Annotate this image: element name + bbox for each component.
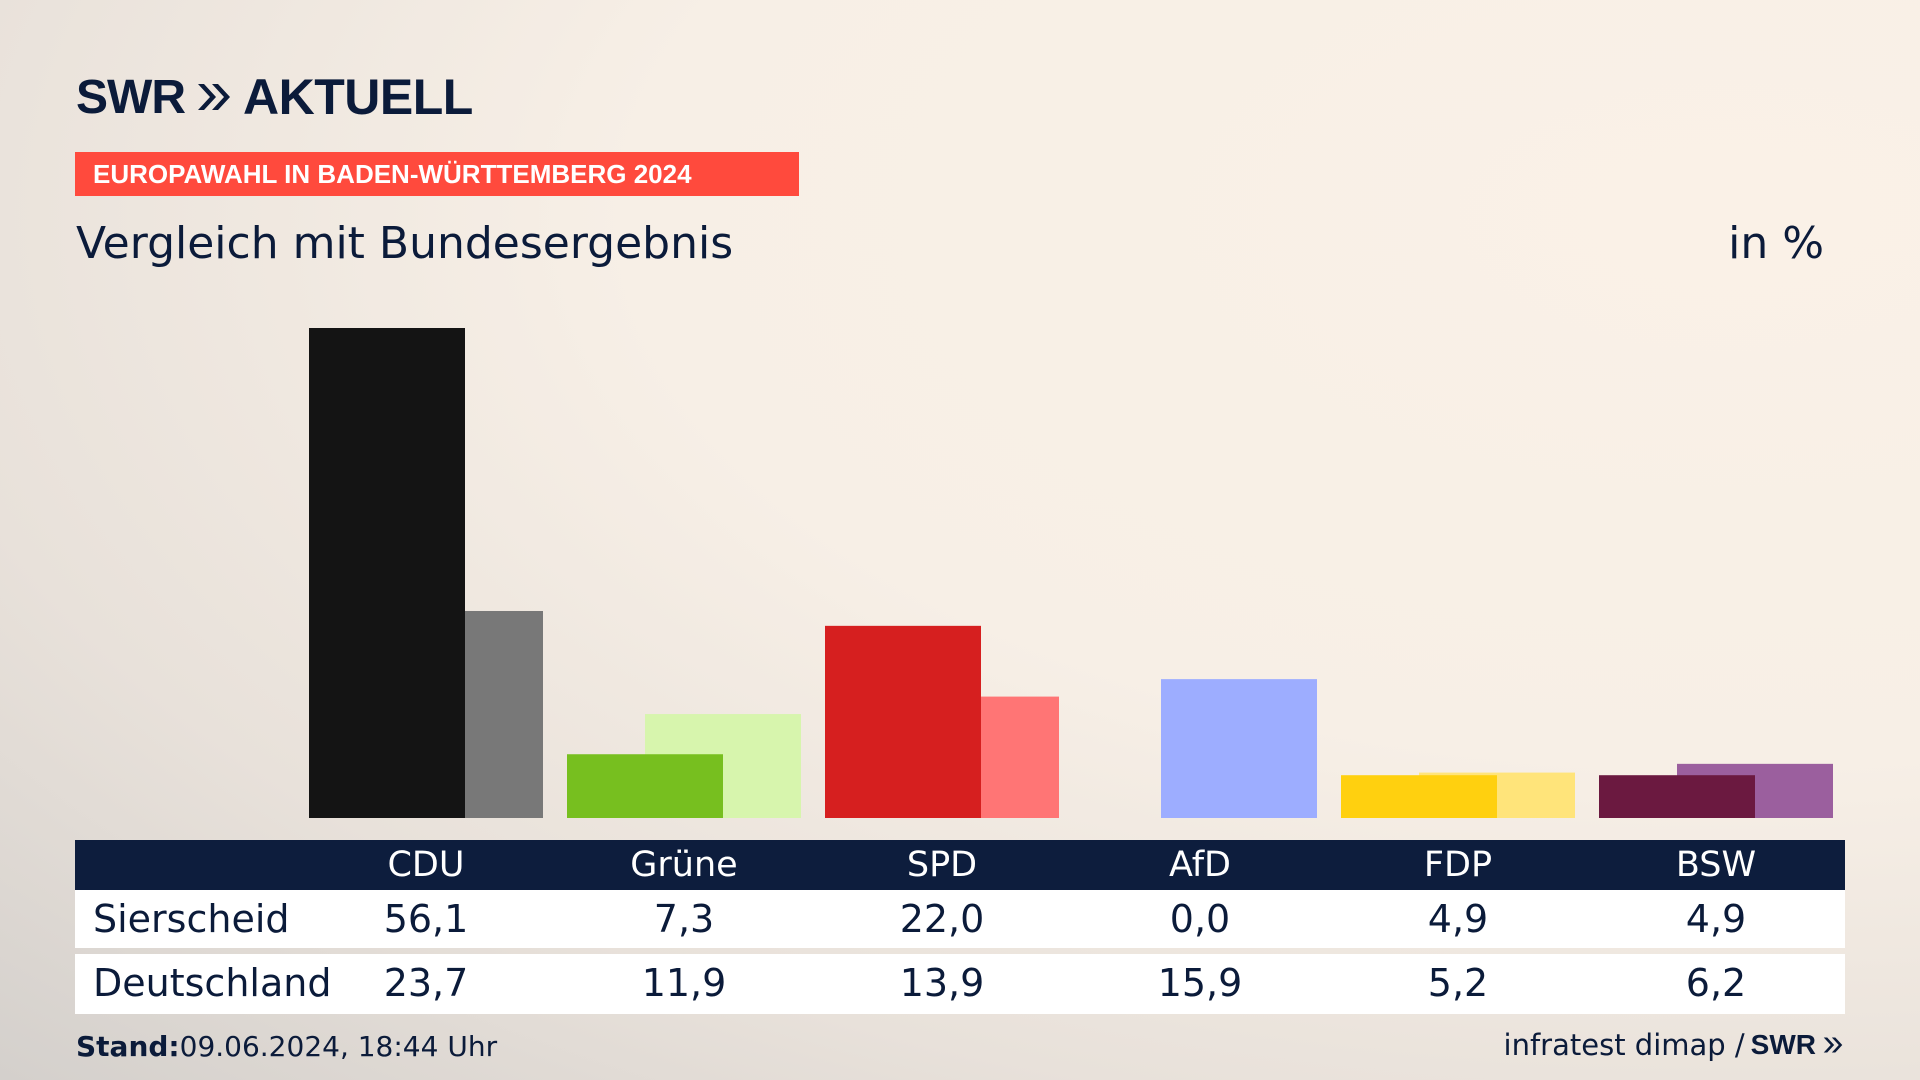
table-cell: 15,9 — [1157, 961, 1243, 1005]
row-label-local: Sierscheid — [93, 897, 290, 941]
table-cell: 6,2 — [1685, 961, 1747, 1005]
timestamp-value: 09.06.2024, 18:44 Uhr — [179, 1030, 498, 1063]
table-cell: 4,9 — [1427, 897, 1489, 941]
table-cell: 11,9 — [641, 961, 727, 1005]
party-header-fdp: FDP — [1423, 845, 1493, 885]
bar-sierscheid-2 — [825, 625, 981, 818]
timestamp: Stand:09.06.2024, 18:44 Uhr — [76, 1030, 497, 1063]
table-row: Sierscheid 56,1 7,3 22,0 0,0 4,9 4,9 — [75, 890, 1845, 948]
double-chevron-icon — [1823, 1037, 1843, 1053]
election-banner: EUROPAWAHL IN BADEN-WÜRTTEMBERG 2024 — [75, 152, 799, 196]
source-text: infratest dimap / — [1503, 1028, 1745, 1062]
bar-sierscheid-5 — [1599, 775, 1755, 818]
bar-deutschland-4 — [1419, 772, 1575, 818]
source-credit: infratest dimap / SWR — [1504, 1028, 1844, 1062]
results-table: CDU Grüne SPD AfD FDP BSW Sierscheid 56,… — [75, 840, 1845, 1014]
bar-deutschland-2 — [903, 696, 1059, 818]
table-cell: 22,0 — [899, 897, 985, 941]
table-cell: 4,9 — [1685, 897, 1747, 941]
table-row: Deutschland 23,7 11,9 13,9 15,9 5,2 6,2 — [75, 954, 1845, 1014]
row-label-national: Deutschland — [93, 961, 332, 1005]
table-cell: 5,2 — [1427, 961, 1489, 1005]
table-cell: 7,3 — [653, 897, 715, 941]
bar-sierscheid-0 — [309, 328, 465, 818]
bar-sierscheid-1 — [567, 754, 723, 818]
bar-deutschland-5 — [1677, 763, 1833, 818]
party-header-afd: AfD — [1169, 845, 1231, 885]
table-cell: 0,0 — [1169, 897, 1231, 941]
bar-deutschland-0 — [387, 610, 543, 818]
timestamp-label: Stand: — [76, 1030, 180, 1063]
bar-deutschland-3 — [1161, 679, 1317, 818]
double-chevron-icon — [197, 84, 230, 110]
source-logo-swr: SWR — [1750, 1029, 1816, 1060]
party-header-bsw: BSW — [1675, 845, 1757, 885]
party-header-cdu: CDU — [387, 845, 465, 885]
party-header-gruene: Grüne — [630, 845, 738, 885]
table-header: CDU Grüne SPD AfD FDP BSW — [75, 840, 1845, 890]
unit-label: in % — [1728, 218, 1824, 269]
chart-subtitle: Vergleich mit Bundesergebnis — [76, 218, 734, 269]
table-cell: 56,1 — [383, 897, 469, 941]
table-cell: 23,7 — [383, 961, 469, 1005]
bar-deutschland-1 — [645, 714, 801, 818]
bar-sierscheid-4 — [1341, 775, 1497, 818]
party-header-spd: SPD — [906, 845, 978, 885]
swr-aktuell-logo: SWR AKTUELL — [76, 68, 473, 126]
table-cell: 13,9 — [899, 961, 985, 1005]
logo-aktuell-text: AKTUELL — [242, 69, 473, 125]
logo-swr-text: SWR — [76, 70, 186, 124]
